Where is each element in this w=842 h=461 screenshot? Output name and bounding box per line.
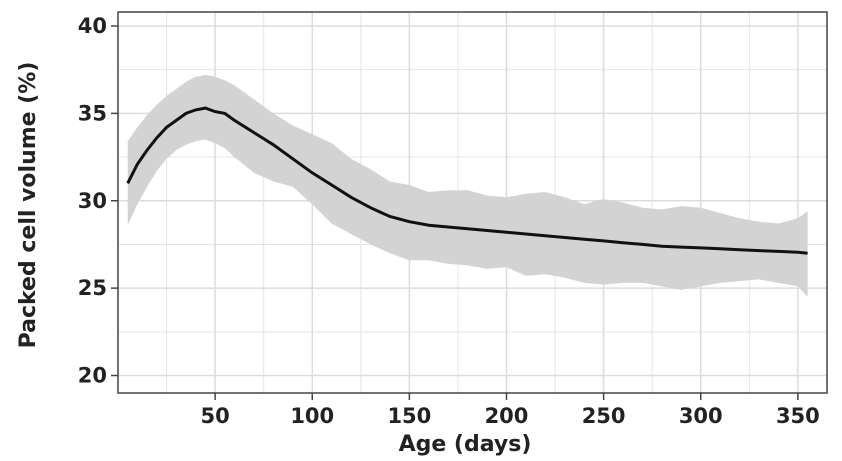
y-axis: 20 25 30 35 40 [78, 14, 118, 388]
x-tick-label: 300 [679, 404, 723, 428]
y-tick-label: 35 [78, 101, 107, 125]
x-axis-title: Age (days) [399, 432, 532, 457]
y-axis-title: Packed cell volume (%) [16, 62, 41, 349]
x-axis: 50 100 150 200 250 300 350 [201, 393, 820, 428]
x-tick-label: 350 [776, 404, 820, 428]
plot-frame [117, 11, 828, 394]
x-tick-label: 50 [201, 404, 230, 428]
x-tick-label: 150 [387, 404, 431, 428]
y-tick-label: 40 [78, 14, 107, 38]
series-line [126, 106, 808, 255]
x-tick-label: 200 [485, 404, 529, 428]
x-tick-label: 250 [582, 404, 626, 428]
y-tick-label: 30 [78, 189, 107, 213]
y-tick-label: 25 [78, 276, 107, 300]
y-tick-label: 20 [78, 364, 107, 388]
confidence-band [127, 74, 808, 297]
x-tick-label: 100 [290, 404, 334, 428]
